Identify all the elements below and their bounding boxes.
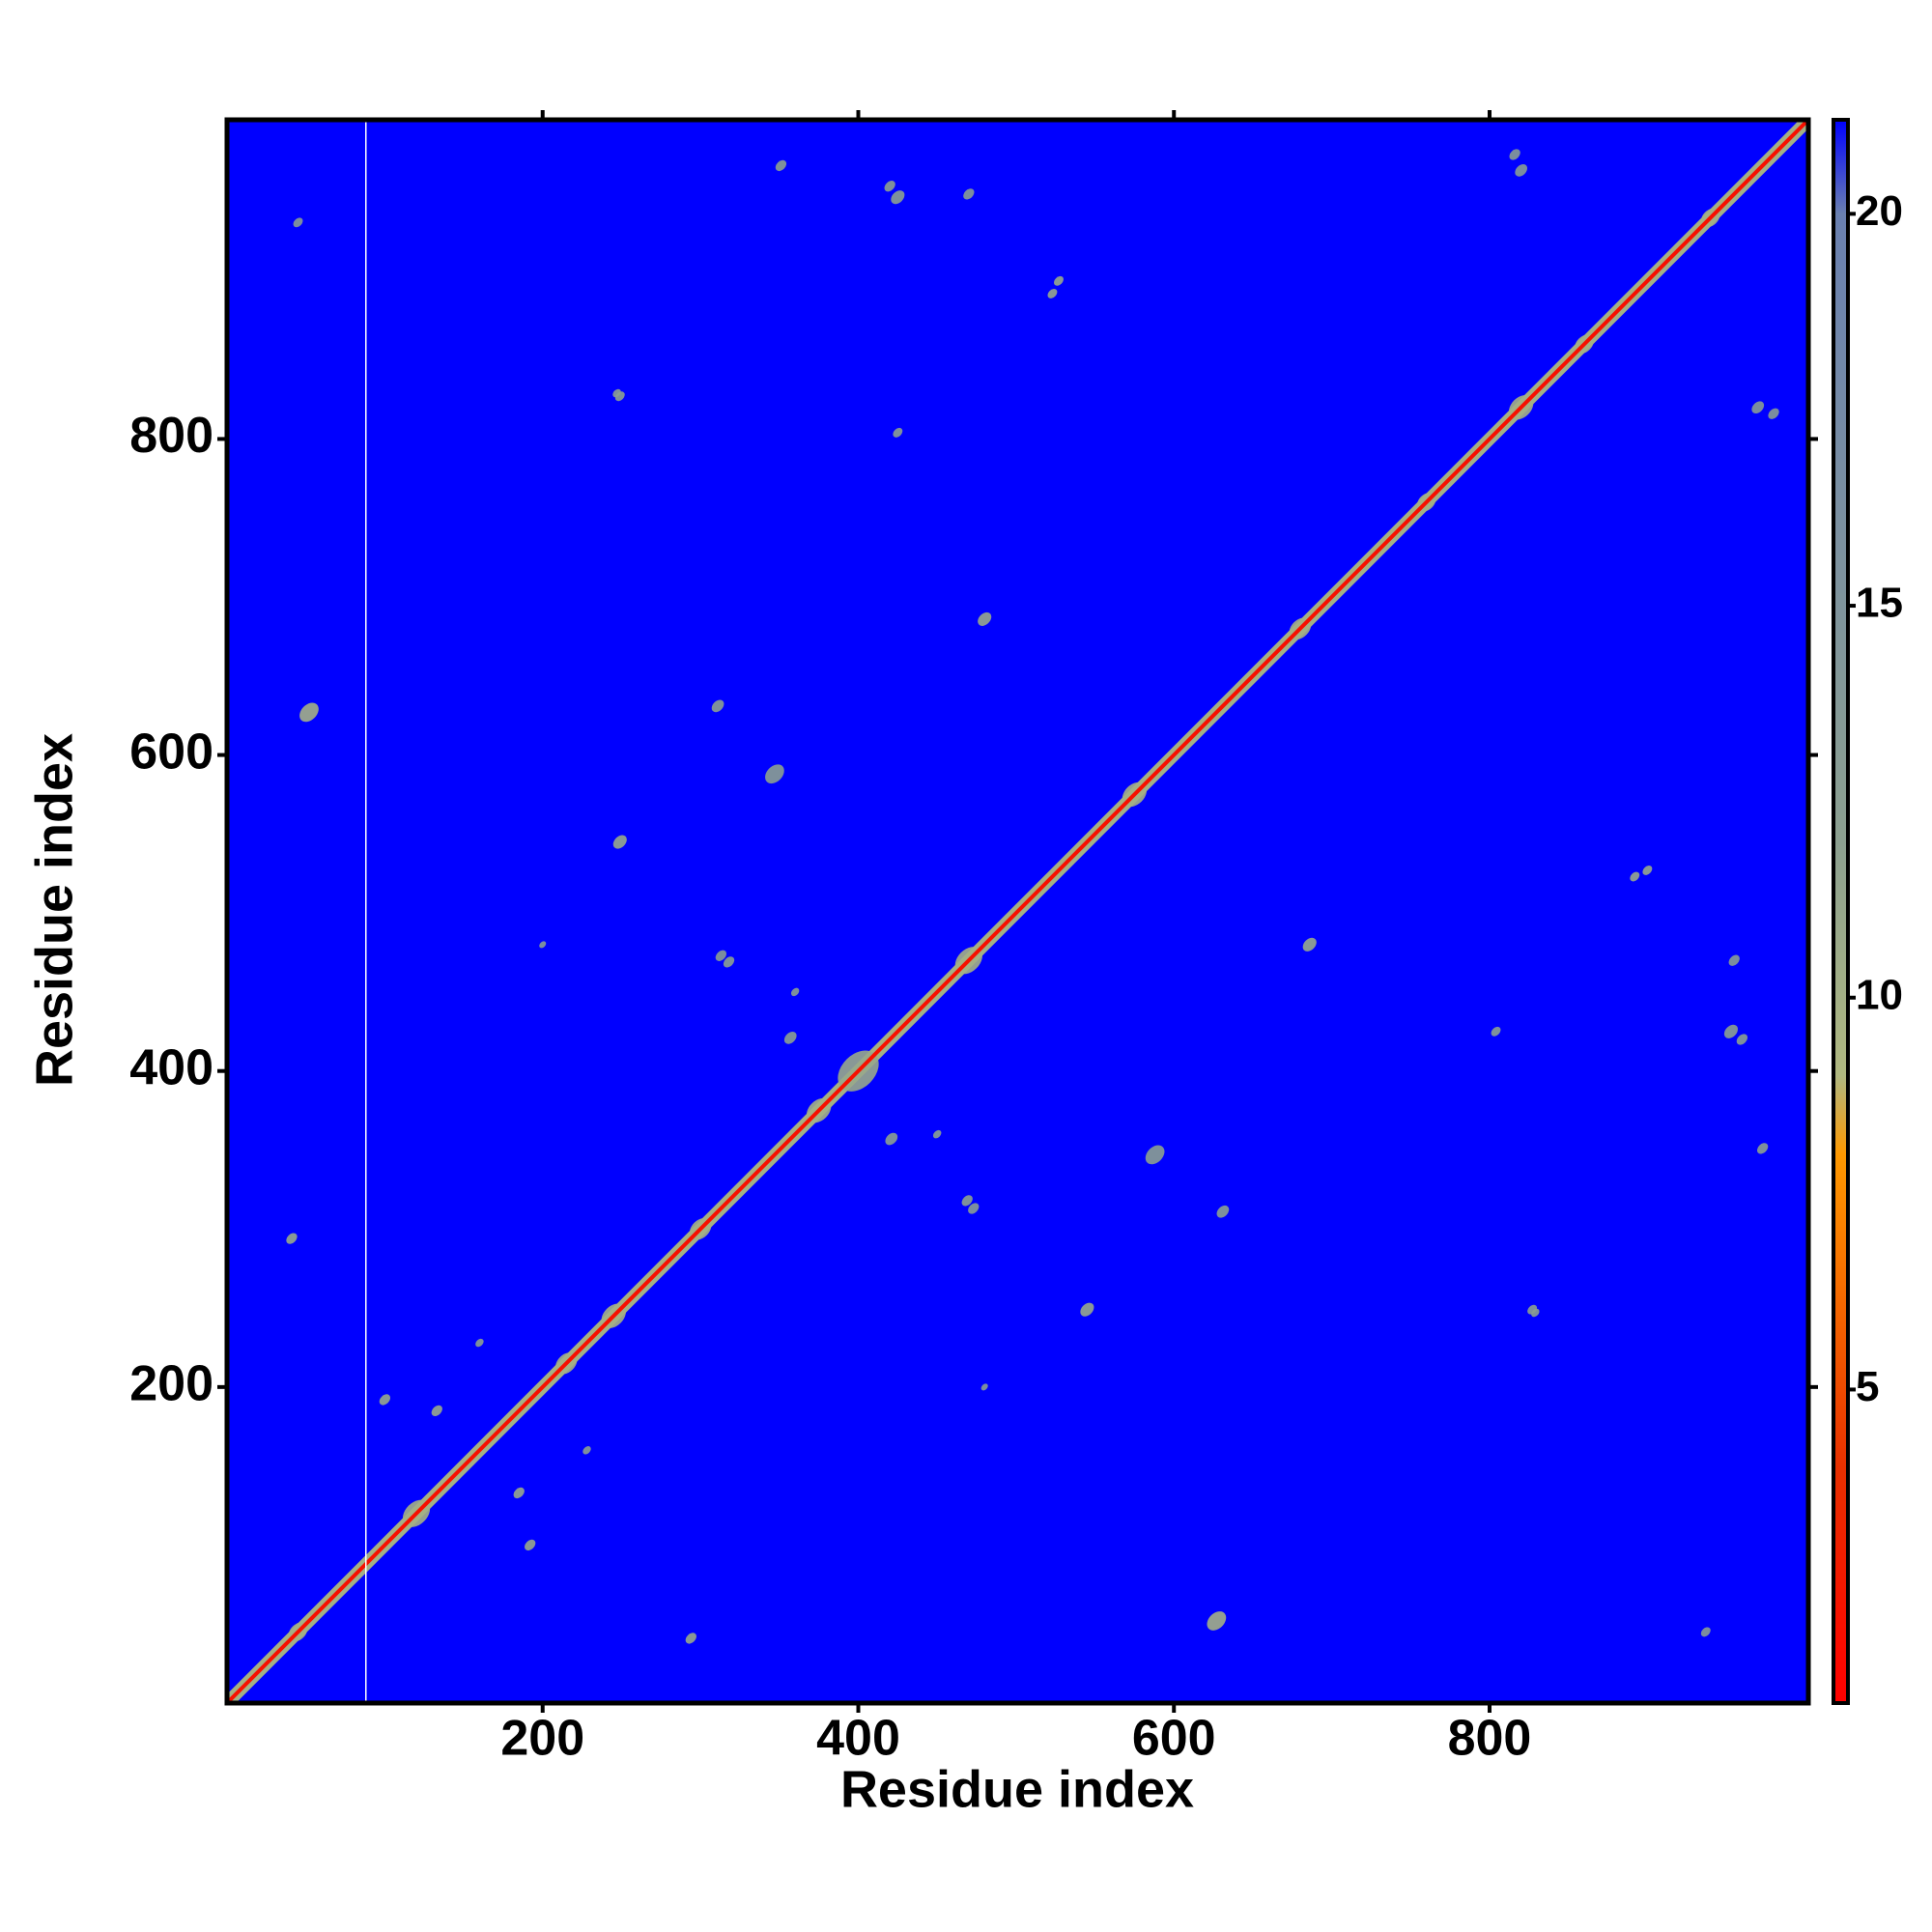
contact-patch	[1515, 163, 1528, 177]
colorbar-tick-label: 15	[1856, 580, 1903, 627]
contact-patch	[1531, 1308, 1540, 1318]
colorbar-tick-label: 10	[1856, 971, 1903, 1018]
contact-patch	[1630, 871, 1640, 882]
y-tick-label: 800	[129, 408, 213, 464]
contact-patch	[1047, 288, 1058, 298]
contact-patch	[765, 764, 784, 784]
y-axis-title: Residue index	[25, 733, 83, 1087]
contact-patch	[715, 950, 726, 961]
colorbar-tick-label: 20	[1856, 187, 1903, 235]
y-tick-label: 600	[129, 724, 213, 780]
contact-patch	[1509, 149, 1520, 160]
contact-patch	[1080, 1302, 1094, 1317]
contact-patch	[885, 1132, 898, 1146]
contact-patch	[1207, 1611, 1227, 1631]
contact-patch	[299, 702, 319, 723]
contact-patch	[513, 1487, 525, 1499]
contact-patch	[1216, 1205, 1230, 1218]
contact-patch	[1700, 1627, 1711, 1637]
y-tick-label: 200	[129, 1356, 213, 1412]
contact-patch	[932, 1129, 942, 1139]
contact-patch	[961, 1195, 973, 1207]
contact-patch	[1302, 937, 1317, 952]
contact-patch	[711, 699, 724, 713]
contact-patch	[475, 1338, 484, 1348]
x-tick-label: 600	[1132, 1711, 1216, 1767]
colorbar-tick-label: 5	[1856, 1363, 1879, 1410]
x-axis-title: Residue index	[840, 1760, 1194, 1818]
contact-patch	[893, 427, 903, 438]
contact-patch	[582, 1446, 591, 1455]
x-tick-label: 800	[1448, 1711, 1532, 1767]
contact-patch	[293, 217, 303, 228]
colorbar	[1832, 118, 1850, 1705]
contact-patch	[884, 181, 895, 192]
contact-patch	[286, 1233, 298, 1244]
contact-patch	[525, 1539, 536, 1551]
contact-patch	[431, 1405, 442, 1417]
contact-patch	[379, 1394, 391, 1406]
contact-patch	[1723, 1024, 1738, 1038]
contact-patch	[790, 987, 800, 997]
contact-patch	[891, 190, 905, 205]
contact-patch	[723, 956, 735, 968]
contact-patch	[1054, 275, 1064, 286]
contact-patch	[963, 188, 975, 200]
contact-patch	[783, 1032, 797, 1044]
contact-patch	[1642, 866, 1653, 875]
x-tick-label: 400	[816, 1711, 900, 1767]
contact-patch	[1751, 401, 1765, 414]
x-tick-label: 200	[500, 1711, 584, 1767]
plot-area	[227, 120, 1808, 1703]
contact-patch	[775, 159, 787, 172]
contact-patch	[980, 1383, 988, 1391]
diagonal-core	[227, 120, 1808, 1703]
contact-patch	[1768, 408, 1779, 419]
contact-patch	[685, 1633, 696, 1644]
contact-patch	[1756, 1143, 1769, 1154]
contact-patch	[539, 941, 547, 949]
contact-patch	[612, 835, 627, 849]
contact-patch	[1736, 1034, 1748, 1045]
contact-patch	[978, 611, 992, 626]
contact-patch	[968, 1203, 980, 1214]
plot-frame	[224, 117, 1811, 1706]
contact-patch	[1491, 1026, 1501, 1037]
contact-patch	[1145, 1145, 1165, 1165]
contact-patch	[612, 388, 621, 398]
y-tick-label: 400	[129, 1039, 213, 1095]
contact-patch	[1728, 954, 1740, 966]
